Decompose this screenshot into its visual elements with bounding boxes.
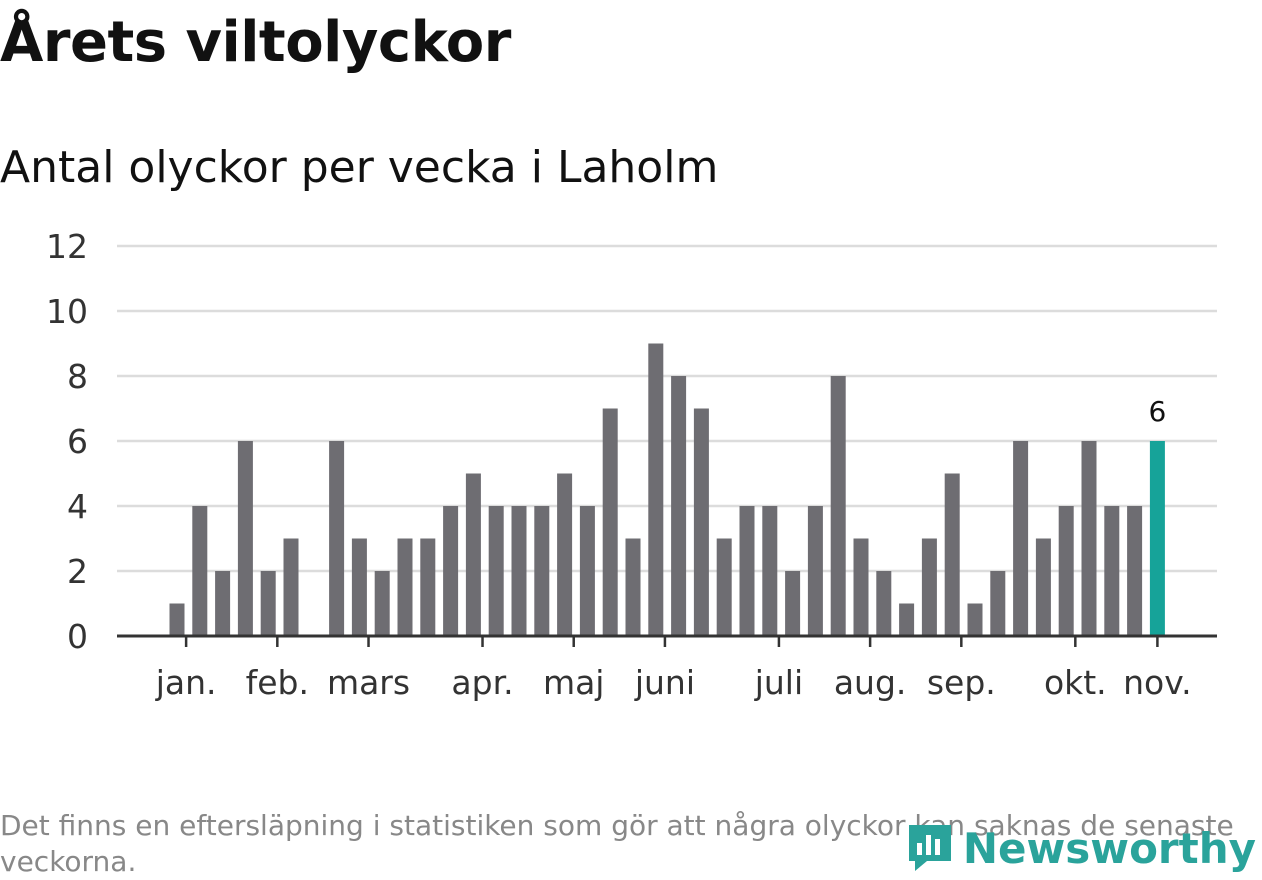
x-tick-label: sep. <box>927 663 996 702</box>
x-tick-label: okt. <box>1044 663 1107 702</box>
bar <box>1149 441 1165 636</box>
bar <box>739 506 755 636</box>
y-axis-ticks: 0 2 4 6 8 10 12 <box>46 227 88 656</box>
newsworthy-logo-icon <box>908 825 951 871</box>
bar <box>215 571 231 636</box>
bar <box>807 506 823 636</box>
chart-title: Årets viltolyckor <box>0 10 511 75</box>
brand-name: Newsworthy <box>962 823 1256 873</box>
x-tick-label: juni <box>634 663 695 702</box>
bar <box>716 538 732 636</box>
chart-subtitle: Antal olyckor per vecka i Laholm <box>0 142 719 193</box>
bar <box>420 538 436 636</box>
y-tick-label: 6 <box>67 422 88 461</box>
bar <box>785 571 801 636</box>
bar <box>921 538 937 636</box>
bar <box>625 538 641 636</box>
bar <box>648 343 664 636</box>
bar <box>1013 441 1029 636</box>
bar <box>192 506 208 636</box>
bar <box>990 571 1006 636</box>
bar <box>899 603 915 636</box>
bar <box>967 603 983 636</box>
bar <box>693 408 709 636</box>
bar <box>853 538 869 636</box>
footnote: Det finns en eftersläpning i statistiken… <box>0 809 1234 878</box>
bar <box>374 571 390 636</box>
x-tick-label: aug. <box>834 663 907 702</box>
bar <box>579 506 595 636</box>
bar <box>671 376 687 636</box>
bar <box>283 538 299 636</box>
bar <box>1058 506 1074 636</box>
bar <box>169 603 185 636</box>
y-tick-label: 4 <box>67 487 88 526</box>
data-labels: 6 <box>1148 395 1166 428</box>
gridlines <box>117 244 1217 573</box>
bar-chart: 0 2 4 6 8 10 12 jan. feb. mars apr. maj juni juli aug… <box>46 227 1217 702</box>
x-tick-label: feb. <box>246 663 309 702</box>
bar <box>329 441 345 636</box>
x-tick-label: juli <box>754 663 803 702</box>
bar <box>351 538 367 636</box>
bar <box>443 506 459 636</box>
bar <box>465 473 481 636</box>
y-tick-label: 10 <box>46 292 88 331</box>
data-label: 6 <box>1148 395 1166 428</box>
bar <box>260 571 276 636</box>
x-tick-label: apr. <box>451 663 513 702</box>
y-tick-label: 12 <box>46 227 88 266</box>
y-tick-label: 0 <box>67 617 88 656</box>
bar <box>557 473 573 636</box>
bar <box>762 506 778 636</box>
bar <box>944 473 960 636</box>
x-tick-label: mars <box>327 663 410 702</box>
bar <box>1127 506 1143 636</box>
bar <box>1104 506 1120 636</box>
bars <box>169 343 1165 636</box>
x-axis-ticks: jan. feb. mars apr. maj juni juli aug. sep. okt. n… <box>155 636 1192 702</box>
bar <box>602 408 618 636</box>
bar <box>830 376 846 636</box>
bar <box>534 506 550 636</box>
y-tick-label: 2 <box>67 552 88 591</box>
y-tick-label: 8 <box>67 357 88 396</box>
bar <box>488 506 504 636</box>
bar <box>511 506 527 636</box>
bar <box>237 441 253 636</box>
x-tick-label: jan. <box>155 663 217 702</box>
bar <box>876 571 892 636</box>
x-tick-label: maj <box>543 663 605 702</box>
bar <box>1035 538 1051 636</box>
x-tick-label: nov. <box>1123 663 1192 702</box>
bar <box>1081 441 1097 636</box>
bar <box>397 538 413 636</box>
brand-logo[interactable]: Newsworthy <box>907 823 1256 873</box>
